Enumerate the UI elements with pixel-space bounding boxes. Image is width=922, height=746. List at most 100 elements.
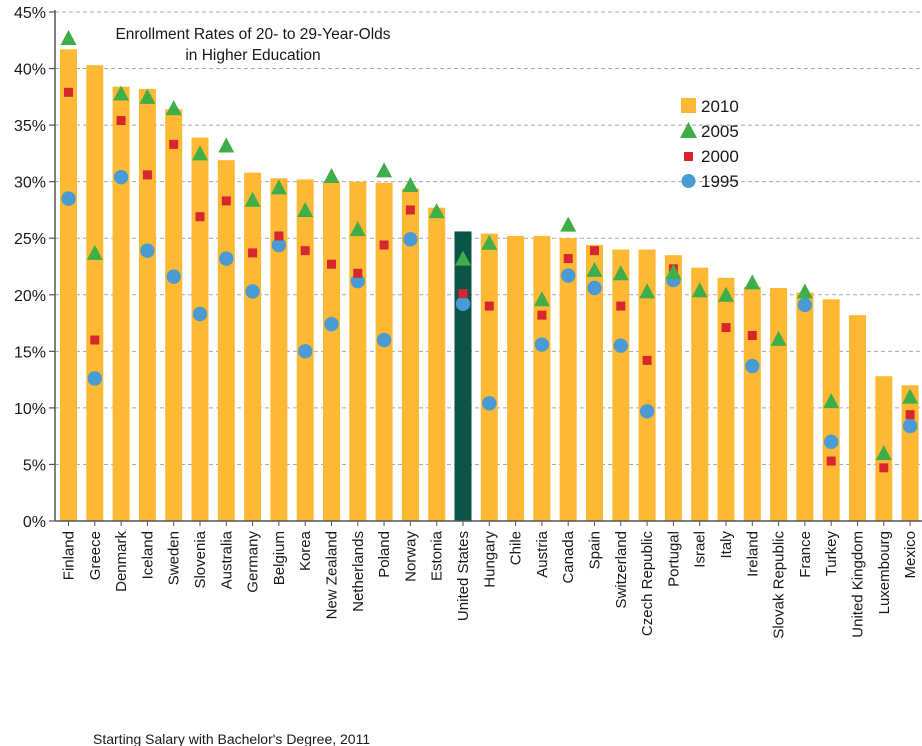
marker-2000: [327, 259, 336, 269]
marker-2000: [458, 289, 468, 299]
category-label: Denmark: [113, 531, 130, 592]
marker-1995: [482, 396, 497, 411]
marker-1995: [219, 251, 234, 266]
y-tick-label: 15%: [14, 344, 46, 361]
marker-2005: [796, 283, 813, 299]
category-label: Mexico: [902, 531, 919, 579]
marker-2005: [455, 250, 471, 266]
marker-2000: [642, 355, 652, 365]
bar-2010-portugal: [664, 255, 682, 521]
category-label: Poland: [376, 531, 393, 578]
bar-2010-canada: [559, 238, 577, 521]
legend-circle-icon: [681, 174, 696, 188]
bar-2010-iceland: [138, 88, 156, 521]
marker-1995: [140, 243, 155, 258]
category-label: Estonia: [429, 530, 446, 581]
bar-2010-sweden: [165, 109, 183, 521]
axes: [49, 10, 922, 526]
marker-2005: [586, 261, 603, 277]
legend-swatch-2010: [681, 98, 696, 113]
marker-2005: [481, 234, 498, 250]
bar-2010-switzerland: [612, 249, 630, 522]
marker-2000: [353, 268, 363, 278]
bar-2010-united-states: [454, 231, 472, 522]
marker-2005: [113, 85, 130, 101]
bar-2010-mexico: [901, 385, 919, 521]
y-tick-label: 35%: [14, 118, 46, 135]
marker-2005: [770, 330, 787, 346]
category-label: Belgium: [271, 531, 288, 585]
y-tick-label: 30%: [14, 175, 46, 192]
category-label: Ireland: [744, 531, 761, 577]
marker-2000: [116, 116, 126, 126]
legend-label-2000: 2000: [701, 147, 739, 166]
legend-label-2010: 2010: [701, 97, 739, 116]
bar-2010-turkey: [822, 299, 840, 521]
chart-title: Enrollment Rates of 20- to 29-Year-Olds …: [115, 26, 390, 64]
category-label: Turkey: [823, 531, 840, 577]
category-label: Finland: [61, 531, 78, 580]
marker-2000: [221, 196, 231, 206]
legend-label-2005: 2005: [701, 122, 739, 141]
category-label: Hungary: [481, 531, 498, 588]
marker-2005: [823, 393, 840, 409]
marker-2005: [86, 244, 103, 260]
bar-2010-estonia: [428, 207, 446, 521]
category-label: United Kingdom: [850, 531, 867, 638]
y-tick-label: 40%: [14, 62, 46, 79]
category-label: Korea: [297, 530, 314, 571]
marker-2000: [169, 139, 179, 149]
category-labels: Finland Greece Denmark Iceland Sweden Sloveni…: [61, 530, 920, 638]
y-tick-label: 25%: [14, 231, 46, 248]
marker-2000: [90, 335, 100, 345]
marker-1995: [271, 237, 287, 253]
category-label: Austria: [534, 530, 551, 577]
bar-2010-united-kingdom: [849, 315, 866, 521]
marker-2000: [616, 301, 626, 311]
marker-2005: [297, 201, 314, 217]
marker-2005: [902, 388, 919, 404]
marker-1995: [376, 332, 392, 348]
bar-2010-belgium: [270, 178, 288, 522]
category-label: Israel: [692, 531, 709, 568]
bar-2010-netherlands: [349, 181, 367, 521]
bar-2010-germany: [244, 172, 262, 521]
category-label: Netherlands: [350, 531, 367, 612]
category-label: Greece: [87, 531, 104, 580]
marker-2005: [323, 168, 340, 184]
marker-2005: [192, 145, 208, 161]
marker-1995: [561, 268, 576, 283]
y-tick-labels: 0% 5% 10% 15% 20% 25% 30% 35% 40% 45%: [14, 5, 46, 531]
marker-2005: [402, 177, 419, 193]
bar-2010-poland: [375, 182, 393, 521]
marker-2005: [533, 291, 550, 307]
marker-2000: [142, 170, 152, 180]
marker-1995: [824, 434, 839, 450]
legend-square-icon: [684, 152, 693, 161]
marker-2005: [244, 191, 261, 207]
category-label: Germany: [245, 531, 262, 593]
bar-2010-chile: [507, 235, 525, 521]
marker-2005: [665, 264, 682, 280]
footer-text: Starting Salary with Bachelor's Degree, …: [93, 731, 370, 746]
bar-2010-czech-republic: [638, 249, 656, 522]
marker-2005: [165, 100, 182, 116]
marker-1995: [61, 191, 76, 206]
category-label: Sweden: [166, 531, 183, 585]
bar-2010-slovak-republic: [770, 287, 788, 521]
bar-2010-hungary: [480, 233, 498, 521]
marker-2005: [691, 282, 708, 298]
bar-2010-finland: [60, 49, 77, 522]
category-label: Norway: [402, 531, 419, 582]
bar-2010-denmark: [112, 86, 130, 522]
marker-1995: [745, 358, 760, 374]
marker-2000: [537, 310, 547, 320]
legend: 2010 2005 2000 1995: [680, 97, 739, 191]
category-label: Spain: [587, 531, 604, 569]
category-label: Canada: [560, 530, 577, 583]
marker-2000: [195, 212, 205, 222]
bar-2010-norway: [401, 188, 419, 521]
y-tick-label: 45%: [14, 5, 46, 22]
y-tick-label: 20%: [14, 288, 46, 305]
category-label: United States: [455, 531, 472, 621]
